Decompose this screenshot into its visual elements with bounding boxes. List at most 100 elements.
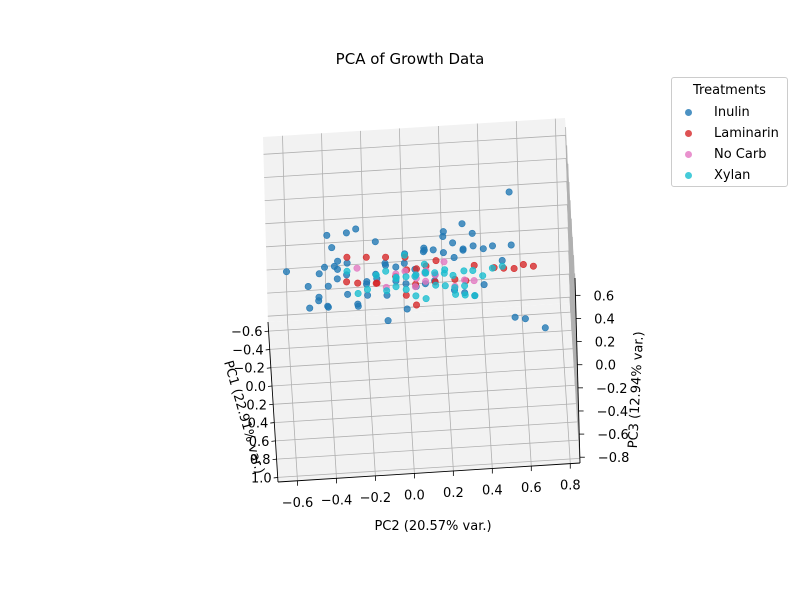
point-inulin-57 [304,282,312,290]
point-xylan-5 [431,269,439,277]
legend-marker-inulin [685,108,692,116]
point-xylan-28 [383,287,391,295]
grid-pc3-6 [264,158,577,319]
point-inulin-32 [400,259,408,267]
point-xylan-22 [354,289,362,297]
point-inulin-53 [468,229,476,237]
grid-pc2-7 [554,118,571,464]
grid-pc3-2 [266,250,579,412]
point-inulin-29 [354,300,362,308]
tickmark-pc1-0 [264,330,269,333]
point-laminarin-7 [519,260,527,268]
legend-marker-xylan [685,171,692,179]
legend-title: Treatments [693,83,766,98]
point-inulin-40 [511,313,519,321]
point-no-carb-6 [440,258,448,266]
tick-pc3-5: 0.2 [595,336,616,351]
point-inulin-41 [498,256,506,264]
tick-pc2-1: −0.4 [321,493,353,508]
tick-pc3-1: −0.6 [597,428,629,443]
tick-pc3-0: −0.8 [598,451,630,466]
point-xylan-26 [412,292,420,300]
point-inulin-55 [324,303,332,311]
point-inulin-28 [344,290,352,298]
tickmark-pc1-5 [270,422,275,424]
point-xylan-8 [451,284,459,292]
tick-pc1-8: 1.0 [251,471,272,486]
point-xylan-19 [449,271,457,279]
point-no-carb-14 [411,283,419,291]
axis-lines [264,277,585,486]
point-inulin-59 [324,282,332,290]
point-inulin-23 [364,291,372,299]
grid-pc3-3 [265,227,579,388]
point-inulin-52 [459,245,467,253]
point-xylan-30 [471,292,479,300]
legend: Treatments Inulin Laminarin No Carb Xyla… [671,77,788,187]
point-xylan-6 [441,282,449,290]
axis-line-pc3 [574,277,581,464]
tickmark-pc1-7 [272,458,277,461]
point-xylan-29 [411,272,419,280]
point-inulin-66 [480,281,488,289]
grid-pc2-2 [360,130,376,476]
pane-back [263,118,570,322]
data-points [282,188,549,332]
tickmark-pc1-3 [267,385,273,387]
point-inulin-43 [521,315,529,323]
point-inulin-38 [469,242,477,250]
legend-label-xylan: Xylan [714,167,751,183]
tick-pc2-6: 0.6 [521,481,542,496]
legend-label-laminarin: Laminarin [714,125,779,141]
point-xylan-13 [372,271,380,279]
point-inulin-54 [458,220,466,228]
point-inulin-60 [315,293,323,301]
tickmark-pc1-8 [273,477,278,479]
tick-pc1-3: 0.0 [245,380,266,395]
point-xylan-2 [402,273,410,281]
legend-marker-no-carb [685,150,692,158]
grid-pc2-4 [438,125,454,472]
pc3-axis-label: PC3 (12.94% var.) [626,331,647,449]
tickmark-pc1-2 [266,367,271,369]
point-xylan-16 [452,290,460,298]
point-xylan-14 [392,273,400,281]
axis-panes [263,118,580,482]
tick-pc2-3: 0.0 [404,488,425,503]
point-no-carb-13 [422,277,430,285]
point-laminarin-21 [373,279,381,287]
point-inulin-47 [450,254,458,262]
point-xylan-23 [363,285,371,293]
point-xylan-20 [498,262,506,270]
point-inulin-42 [507,241,515,249]
tick-pc3-4: 0.0 [595,359,616,374]
point-inulin-39 [488,242,496,250]
point-xylan-25 [422,295,430,303]
point-inulin-68 [392,263,400,271]
tick-pc3-3: −0.2 [596,382,628,397]
pane-floor [268,303,580,482]
point-inulin-5 [342,229,350,237]
point-xylan-15 [432,281,440,289]
point-inulin-61 [306,304,314,312]
point-inulin-31 [381,259,389,267]
tick-pc2-7: 0.8 [560,479,581,494]
point-inulin-8 [334,257,342,265]
tick-pc1-7: 0.8 [250,453,271,468]
tick-pc3-6: 0.4 [594,313,615,328]
tick-pc2-2: −0.2 [360,491,392,506]
point-laminarin-1 [412,265,420,273]
point-inulin-10 [343,259,351,267]
legend-marker-laminarin [685,129,692,137]
point-inulin-4 [320,263,328,271]
point-inulin-17 [449,239,457,247]
tick-pc2-0: −0.6 [282,496,314,511]
point-inulin-46 [439,228,447,236]
point-xylan-4 [421,268,429,276]
point-inulin-0 [282,268,290,276]
legend-item-no-carb: No Carb [680,145,766,163]
grid-pc2-3 [399,128,415,474]
point-xylan-7 [461,282,469,290]
point-xylan-21 [488,264,496,272]
grid-pc2-1 [321,133,337,479]
